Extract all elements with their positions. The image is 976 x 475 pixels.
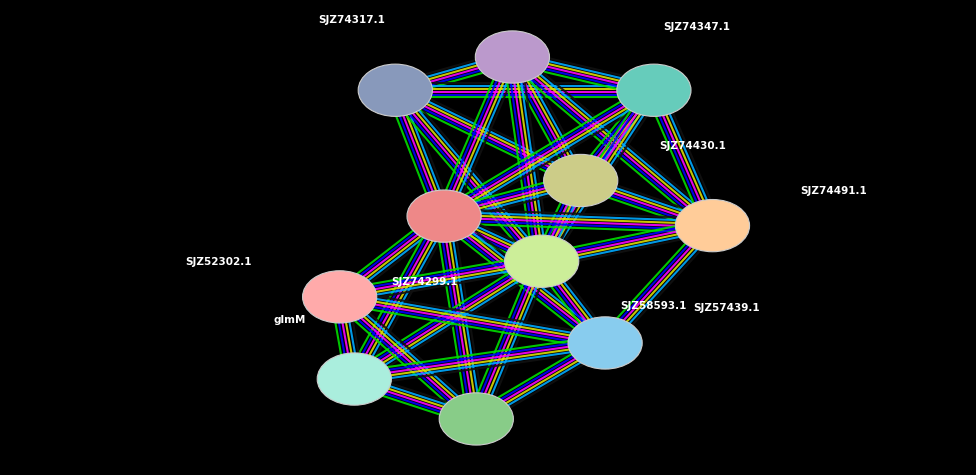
Text: SJZ74430.1: SJZ74430.1 xyxy=(659,141,726,151)
Text: SJZ74317.1: SJZ74317.1 xyxy=(318,15,386,25)
Text: SJZ57439.1: SJZ57439.1 xyxy=(693,303,759,313)
Ellipse shape xyxy=(303,271,377,323)
Text: glmM: glmM xyxy=(273,315,305,325)
Text: SJZ52302.1: SJZ52302.1 xyxy=(185,257,252,267)
Ellipse shape xyxy=(544,154,618,207)
Ellipse shape xyxy=(475,31,549,83)
Ellipse shape xyxy=(617,64,691,116)
Ellipse shape xyxy=(358,64,432,116)
Ellipse shape xyxy=(439,393,513,445)
Ellipse shape xyxy=(407,190,481,242)
Ellipse shape xyxy=(675,200,750,252)
Text: SJZ74347.1: SJZ74347.1 xyxy=(664,22,731,32)
Ellipse shape xyxy=(505,235,579,287)
Text: SJZ58593.1: SJZ58593.1 xyxy=(620,301,686,311)
Ellipse shape xyxy=(568,317,642,369)
Ellipse shape xyxy=(317,353,391,405)
Text: SJZ74491.1: SJZ74491.1 xyxy=(800,186,867,196)
Text: SJZ74299.1: SJZ74299.1 xyxy=(391,277,458,287)
